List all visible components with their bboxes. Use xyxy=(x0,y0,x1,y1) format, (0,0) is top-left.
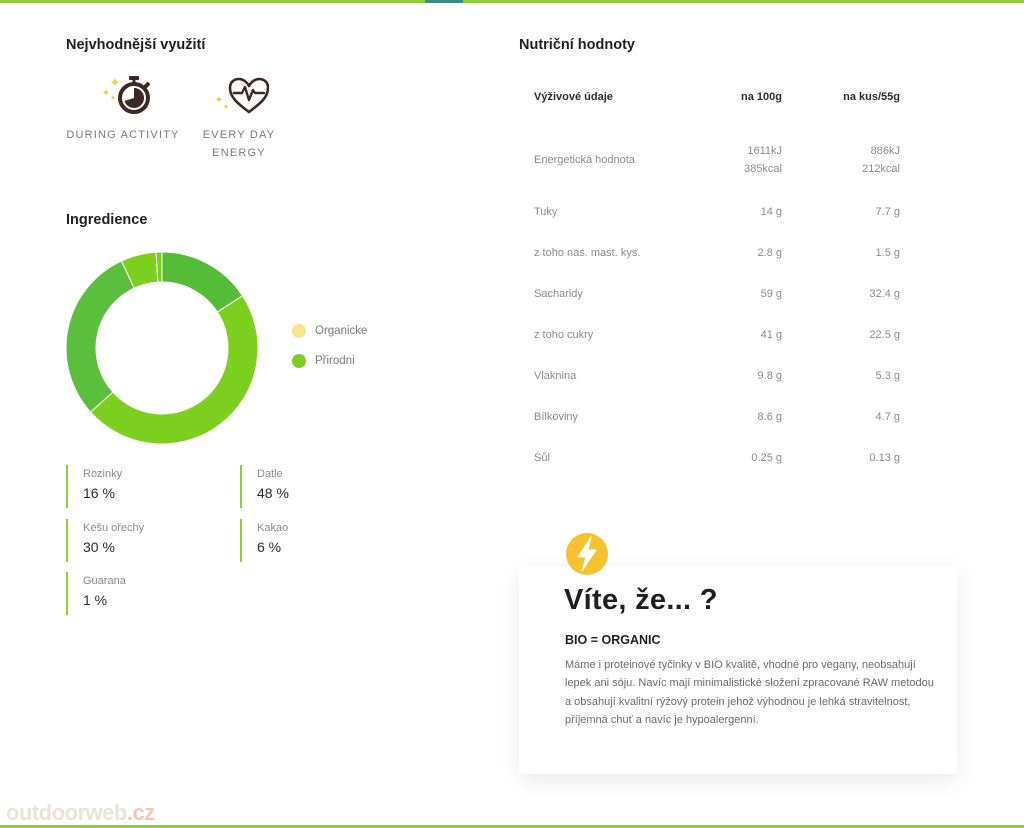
energy-kcal-piece: 212kcal xyxy=(862,163,900,175)
energy-kj-100g: 1611kJ xyxy=(747,145,782,157)
usage-item-during-activity: DURING ACTIVITY xyxy=(63,74,183,144)
nutrient-name: Sacharidy xyxy=(534,287,583,300)
nutrient-value-100g: 2.8 g xyxy=(757,246,782,259)
heartbeat-icon xyxy=(209,74,270,118)
ingredient-item: Kakao 6 % xyxy=(240,519,288,562)
legend-label: Organicke xyxy=(315,325,368,337)
usage-item-every-day-energy: EVERY DAY ENERGY xyxy=(179,74,299,162)
lightning-bolt-icon xyxy=(564,531,610,577)
ingredients-donut-chart xyxy=(65,251,259,445)
legend-item-organicke: Organicke xyxy=(292,316,367,346)
nutrient-value-piece: 4.7 g xyxy=(875,410,900,423)
nutrition-row: Sacharidy 59 g 32.4 g xyxy=(534,273,900,314)
nutrient-name: Bílkoviny xyxy=(534,410,579,423)
nutrition-title: Nutriční hodnoty xyxy=(519,37,635,53)
usage-label: DURING ACTIVITY xyxy=(66,129,180,141)
nutrition-row: z toho cukry 41 g 22.5 g xyxy=(534,314,900,355)
nutrition-row: Bílkoviny 8.6 g 4.7 g xyxy=(534,396,900,437)
nutrition-header-row: Výživové údaje na 100g na kus/55g xyxy=(534,88,900,106)
nutrient-name: Vlaknina xyxy=(534,369,577,382)
watermark-main: outdoorweb xyxy=(6,800,127,825)
ingredient-name: Rozinky xyxy=(83,468,123,480)
nutrition-row: Vlaknina 9.8 g 5.3 g xyxy=(534,355,900,396)
top-accent-segment xyxy=(425,0,463,3)
stopwatch-icon xyxy=(93,74,153,118)
nutrient-name: z toho nas. mast. kys. xyxy=(534,246,641,259)
ingredient-item: Guarana 1 % xyxy=(66,572,126,615)
nutrient-value-100g: 41 g xyxy=(760,328,782,341)
nutrient-value-100g: 14 g xyxy=(760,205,782,218)
ingredient-percent: 16 % xyxy=(83,485,115,501)
nutrient-value-piece: 886kJ 212kcal xyxy=(782,142,900,178)
nutrient-name: Energetická hodnota xyxy=(534,154,635,166)
nutrition-row-energy: Energetická hodnota 1611kJ 385kcal 886kJ… xyxy=(534,129,900,191)
legend-label: Přirodni xyxy=(315,355,355,367)
usage-title: Nejvhodnější využití xyxy=(66,37,206,53)
site-watermark-logo: outdoorweb.cz xyxy=(6,800,155,826)
energy-kcal-100g: 385kcal xyxy=(744,163,782,175)
legend-dot xyxy=(292,354,306,368)
ingredient-name: Kešu ořechy xyxy=(83,522,145,534)
ingredient-item: Kešu ořechy 30 % xyxy=(66,519,144,562)
header-per-100g: na 100g xyxy=(741,91,782,103)
nutrient-value-piece: 1.5 g xyxy=(875,246,900,259)
did-you-know-text: Máme i proteinové tyčinky v BIO kvalitě,… xyxy=(565,659,934,726)
nutrient-name: z toho cukry xyxy=(534,328,594,341)
nutrient-value-100g: 1611kJ 385kcal xyxy=(700,142,782,178)
bottom-accent-bar xyxy=(0,825,1024,828)
did-you-know-card xyxy=(519,566,957,774)
did-you-know-subtitle: BIO = ORGANIC xyxy=(565,633,661,647)
nutrient-value-piece: 22.5 g xyxy=(869,328,900,341)
legend-item-prirodni: Přirodni xyxy=(292,346,367,376)
nutrient-value-100g: 8.6 g xyxy=(757,410,782,423)
donut-slice-guarana xyxy=(155,251,163,283)
nutrient-value-piece: 32.4 g xyxy=(869,287,900,300)
nutrient-value-piece: 7.7 g xyxy=(875,205,900,218)
nutrient-value-100g: 9.8 g xyxy=(757,369,782,382)
watermark-suffix: .cz xyxy=(126,800,155,825)
donut-slice-ke-u-o-echy xyxy=(65,260,135,413)
ingredient-item: Datle 48 % xyxy=(240,465,289,508)
did-you-know-title: Víte, že... ? xyxy=(564,584,718,616)
header-per-piece: na kus/55g xyxy=(843,91,900,103)
ingredient-name: Datle xyxy=(257,468,283,480)
nutrient-value-100g: 59 g xyxy=(760,287,782,300)
nutrition-table: Výživové údaje na 100g na kus/55g Energe… xyxy=(534,88,900,478)
nutrient-name: Sůl xyxy=(534,451,550,464)
legend-dot xyxy=(292,324,306,338)
chart-legend: Organicke Přirodni xyxy=(292,316,367,376)
ingredient-percent: 6 % xyxy=(257,539,282,555)
nutrition-row: z toho nas. mast. kys. 2.8 g 1.5 g xyxy=(534,232,900,273)
ingredient-item: Rozinky 16 % xyxy=(66,465,122,508)
nutrient-value-100g: 0.25 g xyxy=(751,451,782,464)
header-nutrient: Výživové údaje xyxy=(534,91,613,103)
ingredients-title: Ingredience xyxy=(66,212,148,228)
energy-kj-piece: 886kJ xyxy=(870,145,900,157)
nutrition-row: Sůl 0.25 g 0.13 g xyxy=(534,437,900,478)
ingredient-percent: 1 % xyxy=(83,592,108,608)
ingredient-percent: 30 % xyxy=(83,539,115,555)
top-accent-bar xyxy=(0,0,1024,3)
nutrient-name: Tuky xyxy=(534,205,558,218)
nutrient-value-piece: 5.3 g xyxy=(875,369,900,382)
donut-slice-datle xyxy=(89,295,259,445)
ingredient-name: Guarana xyxy=(83,575,126,587)
usage-label: EVERY DAY ENERGY xyxy=(202,129,276,159)
ingredient-percent: 48 % xyxy=(257,485,289,501)
nutrient-value-piece: 0.13 g xyxy=(869,451,900,464)
ingredient-name: Kakao xyxy=(257,522,289,534)
nutrition-row: Tuky 14 g 7.7 g xyxy=(534,191,900,232)
